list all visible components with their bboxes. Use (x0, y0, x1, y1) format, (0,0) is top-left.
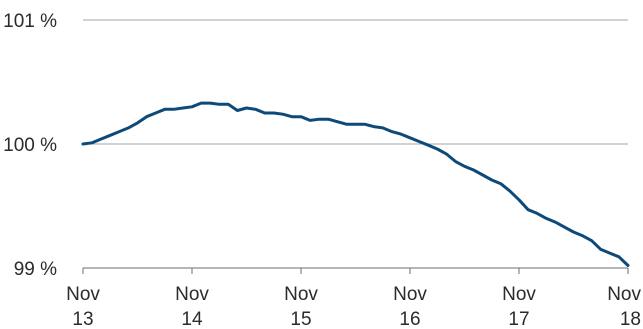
x-tick-label-year: 13 (72, 309, 93, 329)
y-tick-label: 101 % (3, 11, 57, 32)
x-tick-label-month: Nov (393, 284, 427, 305)
x-tick-label-month: Nov (284, 284, 318, 305)
y-tick-label: 99 % (14, 259, 57, 280)
x-tick-label-month: Nov (607, 284, 641, 305)
y-tick-labels: 101 % 100 % 99 % (3, 11, 57, 280)
x-tick-label-year: 15 (290, 309, 311, 329)
series-line (81, 101, 630, 267)
y-tick-label: 100 % (3, 135, 57, 156)
x-tick-label-month: Nov (66, 284, 100, 305)
x-tick-label-year: 16 (399, 309, 420, 329)
x-tick-label-year: 18 (620, 309, 641, 329)
x-tick-label-month: Nov (175, 284, 209, 305)
gridlines (83, 19, 628, 145)
x-tick-label-year: 17 (508, 309, 529, 329)
x-tick-label-year: 14 (181, 309, 203, 329)
series-layer (81, 101, 630, 267)
x-tick-labels: Nov 13 Nov 14 Nov 15 Nov 16 Nov 17 Nov 1… (66, 284, 641, 329)
x-axis (82, 267, 629, 274)
x-tick-label-month: Nov (502, 284, 536, 305)
